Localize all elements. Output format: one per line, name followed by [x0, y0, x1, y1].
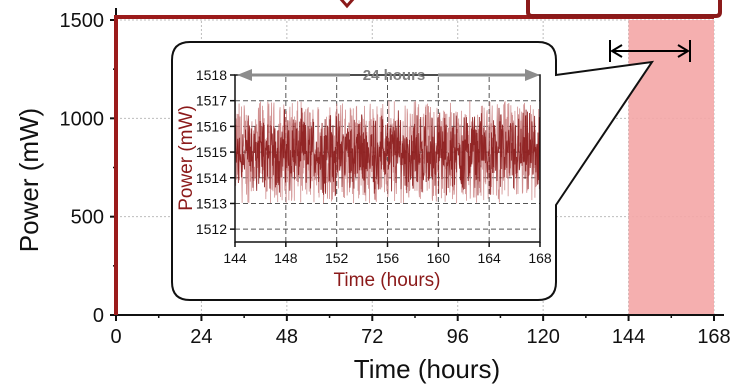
main-x-tick-label: 48 [276, 326, 298, 348]
inset-y-tick-label: 1515 [196, 144, 227, 160]
main-x-tick-label: 96 [447, 326, 469, 348]
main-x-tick-label: 144 [612, 326, 645, 348]
inset-y-tick-label: 1512 [196, 221, 227, 237]
inset-x-axis-title: Time (hours) [334, 270, 441, 291]
inset-y-tick-label: 1516 [196, 118, 227, 134]
inset-axes [230, 74, 541, 247]
inset-x-tick-label: 168 [528, 250, 552, 266]
highlight-width-bracket [609, 40, 691, 62]
inset-y-tick-label: 1513 [196, 195, 227, 211]
inset-duration-label: 24 hours [363, 67, 426, 84]
main-y-axis-title: Power (mW) [14, 108, 44, 252]
inset-x-tick-label: 156 [376, 250, 400, 266]
inset-power-noise-band [235, 100, 540, 204]
inset-tick-labels: 144 148 152 156 160 164 168 1512 1513 1514 1515 151… [196, 67, 552, 266]
inset-x-tick-label: 160 [427, 250, 451, 266]
top-annotation-box-fragment [526, 0, 722, 18]
inset-x-tick-label: 152 [325, 250, 349, 266]
main-x-tick-label: 24 [190, 326, 212, 348]
main-power-series [114, 15, 714, 315]
main-y-tick-label: 1000 [60, 108, 105, 130]
inset-power-series [235, 107, 540, 196]
main-y-tick-label: 1500 [60, 10, 105, 32]
inset-x-tick-label: 148 [274, 250, 298, 266]
main-y-tick-label: 0 [93, 305, 104, 327]
inset-x-tick-label: 144 [223, 250, 247, 266]
main-x-tick-label: 168 [697, 326, 730, 348]
inset-y-axis-title: Power (mW) [176, 105, 197, 211]
main-x-tick-label: 0 [110, 326, 121, 348]
main-x-axis-title: Time (hours) [354, 354, 500, 384]
inset-y-tick-label: 1514 [196, 170, 227, 186]
top-annotation-mark [339, 0, 355, 9]
inset-duration-arrow [237, 69, 540, 81]
main-y-tick-label: 500 [71, 207, 104, 229]
inset-y-tick-label: 1518 [196, 67, 227, 83]
inset-x-tick-label: 164 [477, 250, 501, 266]
main-x-tick-label: 120 [526, 326, 559, 348]
main-x-tick-label: 72 [361, 326, 383, 348]
main-tick-labels: 0 24 48 72 96 120 144 168 0 500 1000 1500 [60, 10, 731, 348]
inset-y-tick-label: 1517 [196, 93, 227, 109]
